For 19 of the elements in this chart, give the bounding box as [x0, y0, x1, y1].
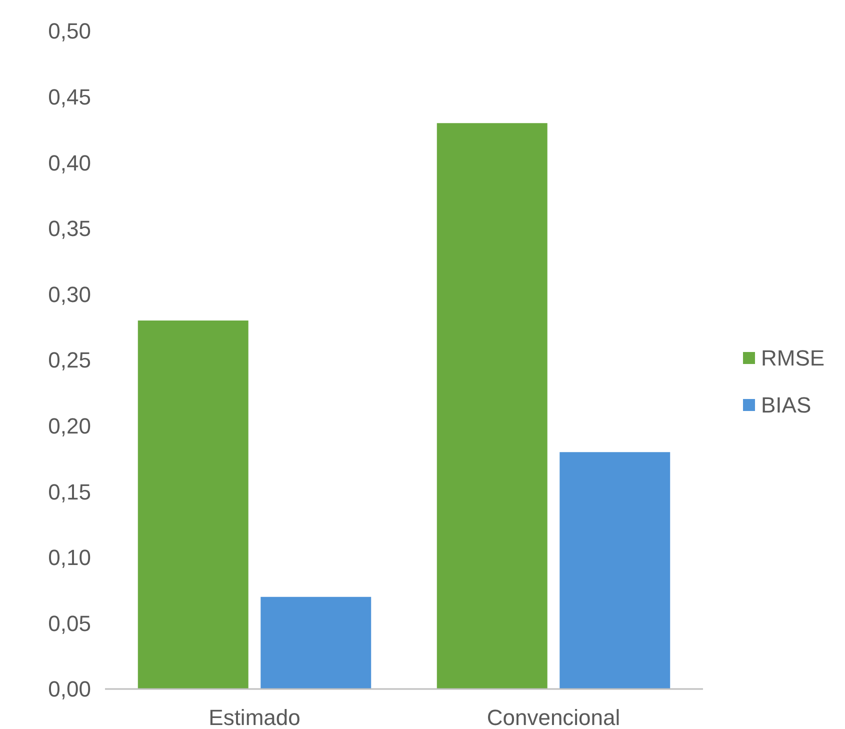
bar: [260, 596, 372, 689]
y-tick-label: 0,10: [48, 545, 91, 570]
bar: [560, 452, 670, 689]
y-tick-label: 0,45: [48, 84, 91, 110]
y-tick-label: 0,30: [48, 282, 91, 307]
y-tick-label: 0,20: [48, 414, 91, 438]
x-tick-label: Convencional: [486, 705, 620, 729]
bar: [138, 320, 248, 689]
y-tick-label: 0,50: [48, 18, 91, 44]
y-tick-label: 0,25: [48, 348, 91, 373]
bar: [436, 123, 548, 689]
y-tick-label: 0,35: [48, 216, 91, 242]
x-tick-label: Estimado: [208, 705, 300, 729]
legend-label: RMSE: [761, 346, 825, 371]
y-tick-label: 0,40: [48, 150, 91, 176]
y-tick-label: 0,00: [48, 676, 91, 702]
y-tick-label: 0,15: [48, 479, 91, 504]
y-tick-label: 0,05: [48, 610, 91, 636]
legend-label: BIAS: [761, 392, 812, 418]
